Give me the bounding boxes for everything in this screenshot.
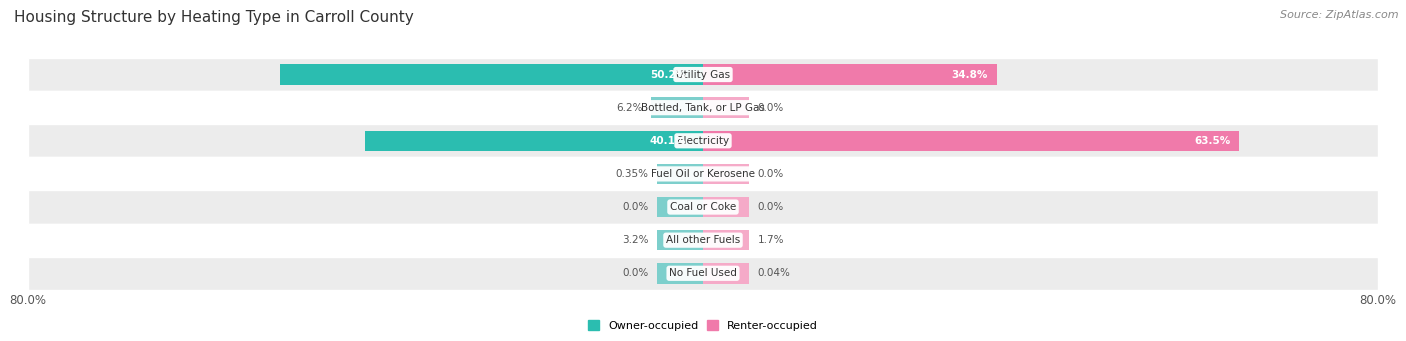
Text: 0.0%: 0.0% — [758, 103, 785, 113]
Bar — [703, 230, 749, 250]
Text: 0.0%: 0.0% — [758, 169, 785, 179]
Bar — [28, 157, 1378, 191]
Text: Housing Structure by Heating Type in Carroll County: Housing Structure by Heating Type in Car… — [14, 10, 413, 25]
Text: 0.0%: 0.0% — [621, 202, 648, 212]
Text: 0.04%: 0.04% — [758, 268, 790, 278]
Text: 0.0%: 0.0% — [758, 202, 785, 212]
Bar — [28, 58, 1378, 91]
Bar — [703, 64, 997, 85]
Text: 0.35%: 0.35% — [616, 169, 648, 179]
Text: Utility Gas: Utility Gas — [676, 70, 730, 79]
Bar — [703, 164, 749, 184]
Text: 3.2%: 3.2% — [621, 235, 648, 245]
Bar — [657, 197, 703, 217]
Text: 40.1%: 40.1% — [650, 136, 686, 146]
Bar — [651, 98, 703, 118]
Bar — [280, 64, 703, 85]
Text: 6.2%: 6.2% — [616, 103, 643, 113]
Bar — [28, 191, 1378, 224]
Text: 50.2%: 50.2% — [650, 70, 686, 79]
Bar — [28, 257, 1378, 290]
Text: No Fuel Used: No Fuel Used — [669, 268, 737, 278]
Text: 34.8%: 34.8% — [952, 70, 988, 79]
Bar — [703, 263, 749, 284]
Bar — [703, 131, 1239, 151]
Bar — [28, 124, 1378, 157]
Text: Electricity: Electricity — [676, 136, 730, 146]
Bar — [28, 224, 1378, 257]
Text: Coal or Coke: Coal or Coke — [669, 202, 737, 212]
Text: Source: ZipAtlas.com: Source: ZipAtlas.com — [1281, 10, 1399, 20]
Bar — [657, 164, 703, 184]
Text: 0.0%: 0.0% — [621, 268, 648, 278]
Bar — [28, 91, 1378, 124]
Text: All other Fuels: All other Fuels — [666, 235, 740, 245]
Text: Bottled, Tank, or LP Gas: Bottled, Tank, or LP Gas — [641, 103, 765, 113]
Bar — [364, 131, 703, 151]
Legend: Owner-occupied, Renter-occupied: Owner-occupied, Renter-occupied — [583, 316, 823, 335]
Bar — [657, 230, 703, 250]
Text: 63.5%: 63.5% — [1194, 136, 1230, 146]
Bar — [657, 263, 703, 284]
Text: Fuel Oil or Kerosene: Fuel Oil or Kerosene — [651, 169, 755, 179]
Bar — [703, 98, 749, 118]
Bar — [703, 197, 749, 217]
Text: 1.7%: 1.7% — [758, 235, 785, 245]
